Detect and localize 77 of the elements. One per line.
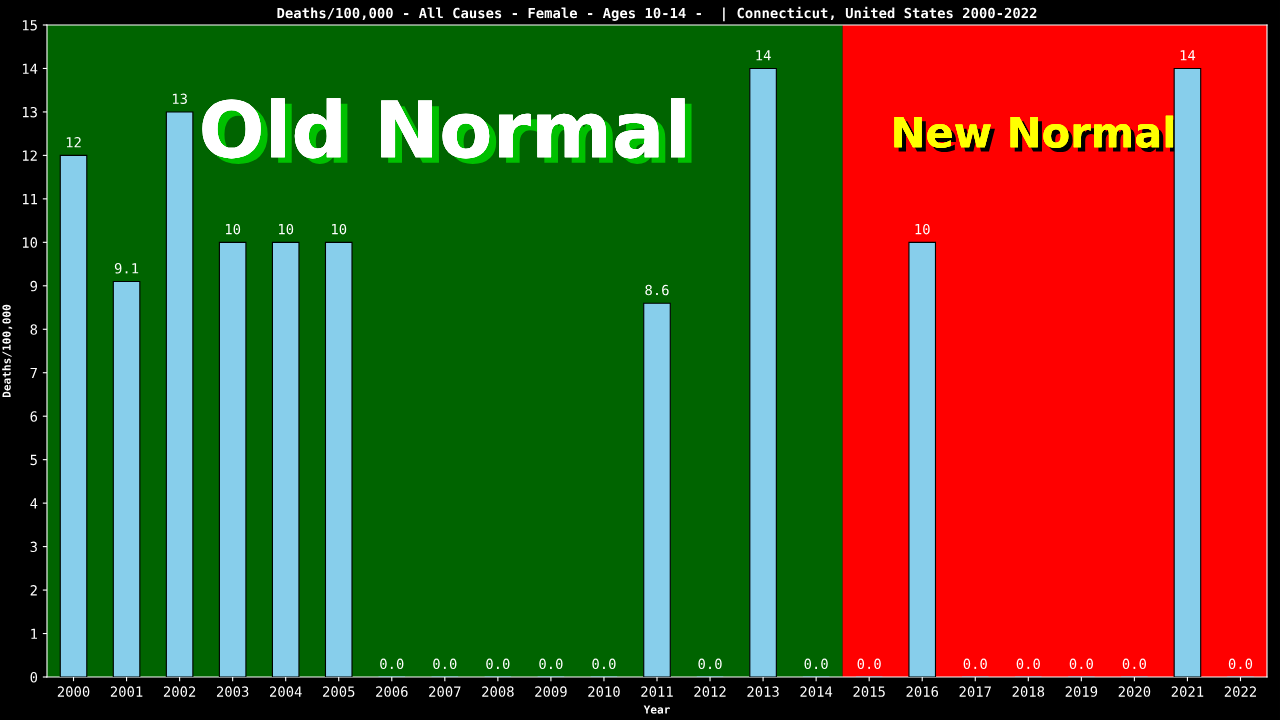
x-tick-label: 2012 bbox=[694, 686, 726, 697]
bar bbox=[165, 111, 194, 677]
x-tick-label: 2002 bbox=[163, 686, 196, 697]
band-label: New Normal bbox=[894, 115, 1178, 153]
chart-title: Deaths/100,000 - All Causes - Female - Ages 10-14 - | Connecticut, United States 2000-2022 bbox=[277, 6, 1037, 22]
data-label: 0.0 bbox=[1069, 658, 1093, 670]
data-label: 0.0 bbox=[592, 658, 616, 670]
y-tick-label: 10 bbox=[22, 237, 38, 248]
x-axis-title: Year bbox=[643, 705, 670, 714]
bar bbox=[908, 241, 937, 677]
y-axis-title: Deaths/100,000 bbox=[2, 304, 13, 398]
y-tick-label: 6 bbox=[30, 411, 38, 422]
data-label: 10 bbox=[915, 223, 930, 235]
x-tick-label: 2005 bbox=[323, 686, 355, 697]
x-tick-label: 2016 bbox=[906, 686, 939, 697]
x-tick-label: 2011 bbox=[641, 686, 673, 697]
x-tick-label: 2000 bbox=[57, 686, 90, 697]
data-label: 10 bbox=[225, 223, 241, 235]
x-tick-label: 2014 bbox=[800, 686, 833, 697]
bar bbox=[218, 241, 247, 677]
x-tick-label: 2017 bbox=[959, 686, 991, 697]
y-tick-label: 2 bbox=[30, 585, 37, 596]
data-label: 0.0 bbox=[698, 658, 722, 670]
x-tick-label: 2004 bbox=[270, 686, 302, 697]
x-tick-label: 2020 bbox=[1118, 686, 1151, 697]
data-label: 10 bbox=[279, 223, 294, 235]
bar bbox=[271, 241, 300, 677]
bar bbox=[324, 241, 353, 677]
y-tick-label: 9 bbox=[30, 280, 38, 292]
bar bbox=[1173, 67, 1202, 677]
bar bbox=[643, 302, 671, 677]
x-tick-label: 2013 bbox=[747, 686, 779, 697]
data-label: 0.0 bbox=[804, 658, 828, 670]
y-tick-label: 8 bbox=[30, 324, 38, 335]
y-tick-label: 3 bbox=[30, 541, 37, 553]
x-tick-label: 2008 bbox=[482, 686, 514, 697]
data-label: 10 bbox=[332, 223, 347, 235]
y-tick-label: 1 bbox=[31, 628, 38, 639]
y-tick-label: 4 bbox=[30, 498, 38, 509]
data-label: 0.0 bbox=[1122, 658, 1147, 670]
y-tick-label: 15 bbox=[22, 20, 37, 31]
x-tick-label: 2007 bbox=[429, 686, 461, 697]
data-label: 0.0 bbox=[857, 658, 881, 670]
x-tick-label: 2001 bbox=[110, 686, 143, 697]
y-tick-label: 11 bbox=[22, 194, 38, 205]
y-tick-label: 13 bbox=[22, 106, 37, 118]
data-label: 0.0 bbox=[539, 658, 563, 670]
data-label: 0.0 bbox=[486, 658, 510, 670]
data-label: 0.0 bbox=[963, 658, 987, 670]
x-tick-label: 2019 bbox=[1065, 686, 1098, 697]
data-label: 12 bbox=[66, 136, 81, 148]
y-tick-label: 12 bbox=[22, 150, 37, 161]
y-tick-label: 0 bbox=[30, 672, 38, 683]
y-tick-label: 7 bbox=[30, 367, 37, 379]
data-label: 13 bbox=[172, 93, 187, 105]
data-label: 14 bbox=[756, 50, 771, 61]
data-label: 0.0 bbox=[1228, 658, 1253, 670]
data-label: 0.0 bbox=[1016, 658, 1040, 670]
x-tick-label: 2021 bbox=[1171, 686, 1204, 697]
bar bbox=[112, 280, 141, 677]
data-label: 0.0 bbox=[380, 658, 404, 670]
y-tick-label: 14 bbox=[22, 63, 38, 74]
data-label: 14 bbox=[1180, 50, 1196, 61]
bar bbox=[59, 154, 88, 677]
x-tick-label: 2006 bbox=[376, 686, 408, 697]
y-tick-label: 5 bbox=[30, 454, 37, 466]
x-tick-label: 2018 bbox=[1012, 686, 1045, 697]
x-tick-label: 2015 bbox=[853, 686, 885, 697]
data-label: 9.1 bbox=[114, 263, 139, 274]
x-tick-label: 2003 bbox=[216, 686, 249, 697]
band-label: Old Normal bbox=[202, 98, 692, 164]
data-label: 8.6 bbox=[645, 284, 669, 296]
x-tick-label: 2009 bbox=[535, 686, 567, 697]
bar bbox=[749, 67, 777, 677]
data-label: 0.0 bbox=[433, 658, 457, 670]
x-tick-label: 2022 bbox=[1224, 686, 1257, 697]
x-tick-label: 2010 bbox=[588, 686, 620, 697]
